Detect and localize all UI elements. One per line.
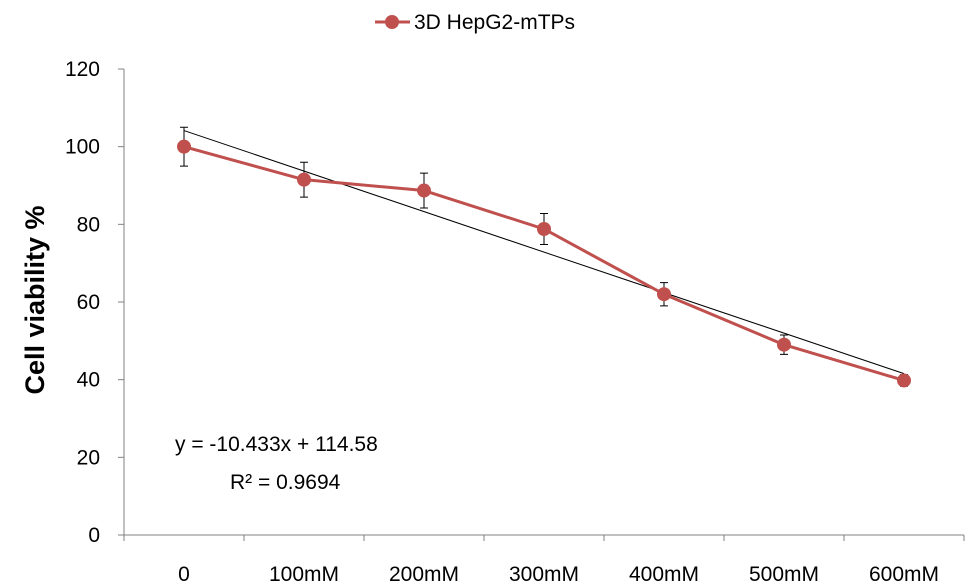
trendline-group (183, 130, 905, 375)
x-tick-label: 500mM (749, 563, 819, 586)
y-tick-label: 20 (77, 446, 100, 469)
legend: 3D HepG2-mTPs (375, 11, 575, 34)
data-point (177, 139, 191, 154)
data-point (417, 183, 431, 198)
y-tick-label: 80 (77, 213, 100, 236)
x-tick-label: 600mM (869, 563, 939, 586)
data-point (897, 373, 911, 388)
trendline-r-squared: R² = 0.9694 (230, 471, 341, 494)
y-axis-label: Cell viability % (20, 205, 50, 394)
y-tick-label: 40 (77, 369, 100, 392)
x-tick-label: 200mM (389, 563, 459, 586)
data-point (297, 172, 311, 187)
x-tick-label: 300mM (509, 563, 579, 586)
y-ticks: 0 20 40 60 80 100 120 (65, 58, 124, 547)
data-point (777, 337, 791, 352)
series-line (183, 145, 905, 382)
x-tick-label: 100mM (269, 563, 339, 586)
x-ticks: 0 100mM 200mM 300mM 400mM 500mM 600mM (123, 535, 965, 586)
trendline-equation: y = -10.433x + 114.58 (175, 433, 378, 456)
y-tick-label: 60 (77, 291, 100, 314)
x-tick-label: 0 (178, 563, 190, 586)
y-tick-label: 0 (88, 524, 100, 547)
data-point (537, 221, 551, 236)
trendline (183, 130, 905, 375)
y-tick-label: 100 (65, 136, 100, 159)
series-group (177, 139, 911, 388)
x-tick-label: 400mM (629, 563, 699, 586)
legend-marker (385, 15, 399, 29)
y-tick-label: 120 (65, 58, 100, 81)
data-point (657, 287, 671, 302)
legend-label: 3D HepG2-mTPs (414, 11, 575, 34)
